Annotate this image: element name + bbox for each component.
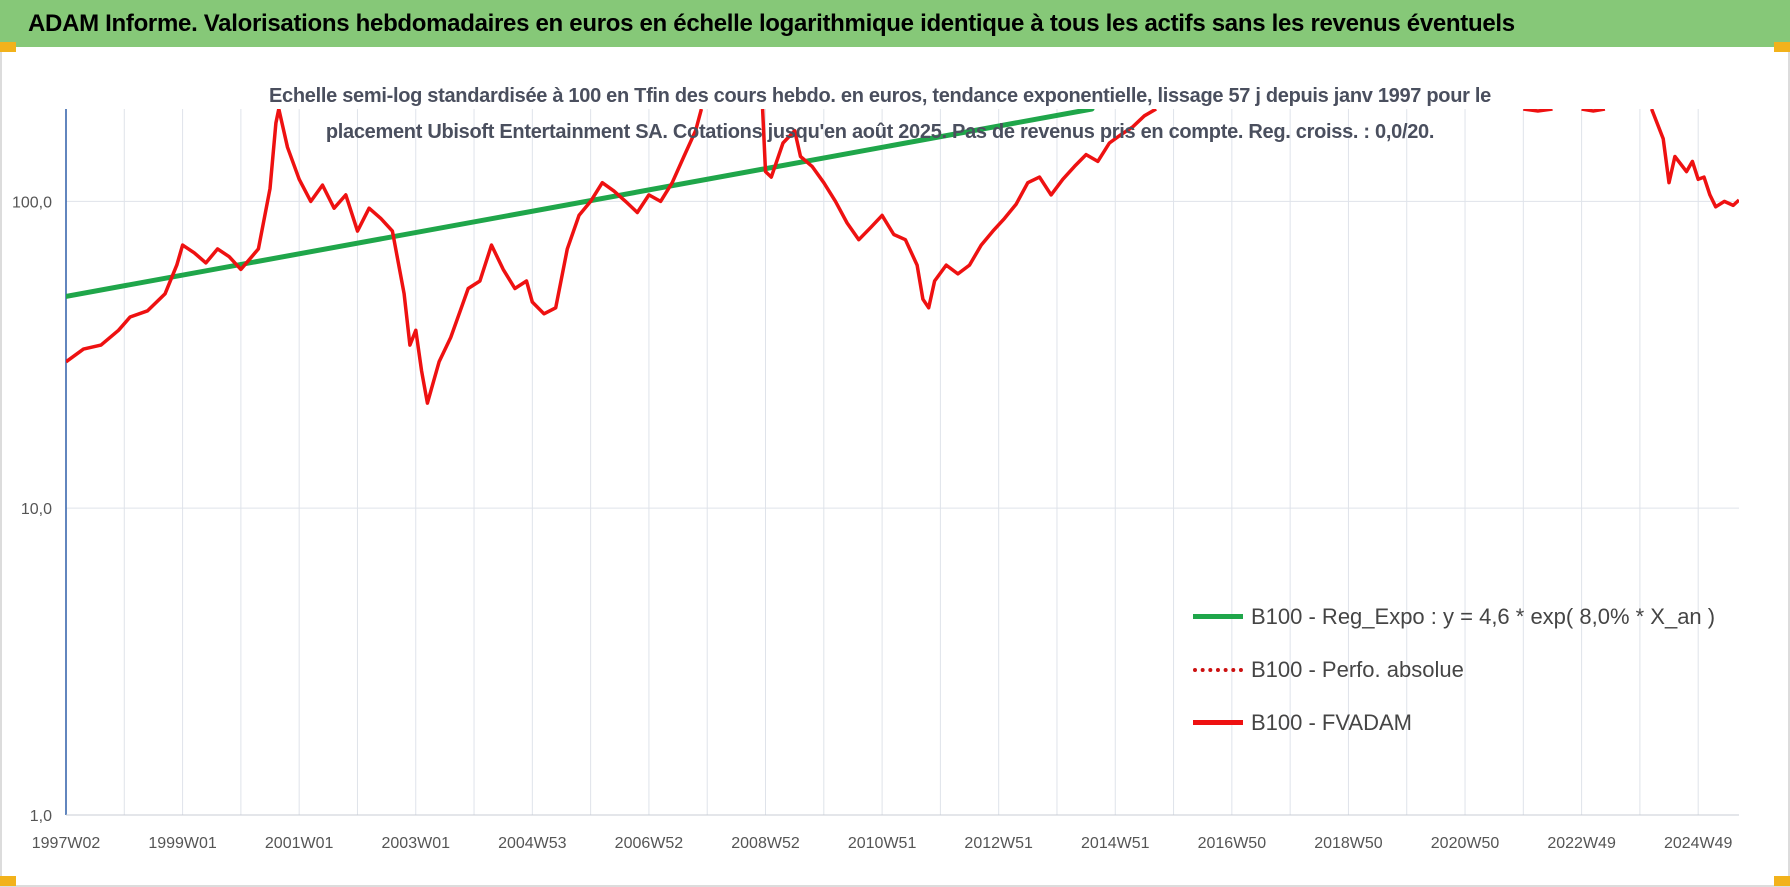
x-tick-label: 2004W53 — [498, 835, 567, 852]
y-tick-label: 100,0 — [12, 194, 52, 211]
x-tick-label: 2012W51 — [964, 835, 1033, 852]
legend-label-perf: B100 - Perfo. absolue — [1251, 656, 1464, 682]
chart-title-line-2: placement Ubisoft Entertainment SA. Cota… — [325, 121, 1435, 143]
x-tick-label: 2022W49 — [1547, 835, 1616, 852]
legend-swatch-perf — [1193, 667, 1243, 672]
grid-lines — [65, 109, 1739, 816]
resize-handle-bottom-left-icon[interactable] — [0, 876, 16, 886]
legend-label-fvadam: B100 - FVADAM — [1251, 709, 1412, 735]
series-line-fvadam-peak — [1523, 109, 1553, 113]
legend-swatch-trend — [1193, 614, 1243, 619]
series-line-fvadam-peak — [1581, 109, 1606, 113]
axes: 1,0 10,0 100,0 1997W02 1999W01 2001W01 2003W01… — [12, 109, 1739, 852]
series-line-fvadam — [1649, 109, 1739, 209]
legend-label-trend: B100 - Reg_Expo : y = 4,6 * exp( 8,0% * … — [1251, 603, 1716, 629]
x-tick-label: 2016W50 — [1198, 835, 1267, 852]
legend: B100 - Reg_Expo : y = 4,6 * exp( 8,0% * … — [1193, 590, 1753, 749]
x-tick-label: 1999W01 — [148, 835, 217, 852]
resize-handle-top-left-icon[interactable] — [0, 42, 16, 52]
legend-item-trend: B100 - Reg_Expo : y = 4,6 * exp( 8,0% * … — [1193, 590, 1753, 643]
x-tick-label: 2008W52 — [731, 835, 800, 852]
x-tick-label: 2024W49 — [1664, 835, 1733, 852]
y-tick-label: 10,0 — [21, 501, 52, 518]
resize-handle-top-right-icon[interactable] — [1774, 42, 1790, 52]
legend-swatch-fvadam — [1193, 720, 1243, 725]
report-title: ADAM Informe. Valorisations hebdomadaire… — [28, 9, 1515, 37]
series-line-fvadam — [66, 109, 704, 405]
series-lines — [66, 109, 1739, 405]
x-tick-label: 2018W50 — [1314, 835, 1383, 852]
x-tick-label: 2020W50 — [1431, 835, 1500, 852]
y-tick-label: 1,0 — [30, 808, 52, 825]
chart-plot: 1,0 10,0 100,0 1997W02 1999W01 2001W01 2003W01… — [12, 109, 1739, 852]
report-header: ADAM Informe. Valorisations hebdomadaire… — [0, 0, 1790, 47]
x-tick-label: 2006W52 — [615, 835, 684, 852]
x-tick-label: 2001W01 — [265, 835, 334, 852]
chart-title-line-1: Echelle semi-log standardisée à 100 en T… — [269, 85, 1491, 107]
x-tick-label: 2010W51 — [848, 835, 917, 852]
resize-handle-bottom-right-icon[interactable] — [1774, 876, 1790, 886]
series-line-fvadam — [760, 109, 1157, 310]
x-tick-label: 2014W51 — [1081, 835, 1150, 852]
chart-title: Echelle semi-log standardisée à 100 en T… — [230, 78, 1530, 150]
chart-frame — [0, 47, 1790, 887]
x-tick-label: 1997W02 — [32, 835, 101, 852]
x-tick-label: 2003W01 — [382, 835, 451, 852]
legend-item-fvadam: B100 - FVADAM — [1193, 696, 1753, 749]
legend-item-perf: B100 - Perfo. absolue — [1193, 643, 1753, 696]
